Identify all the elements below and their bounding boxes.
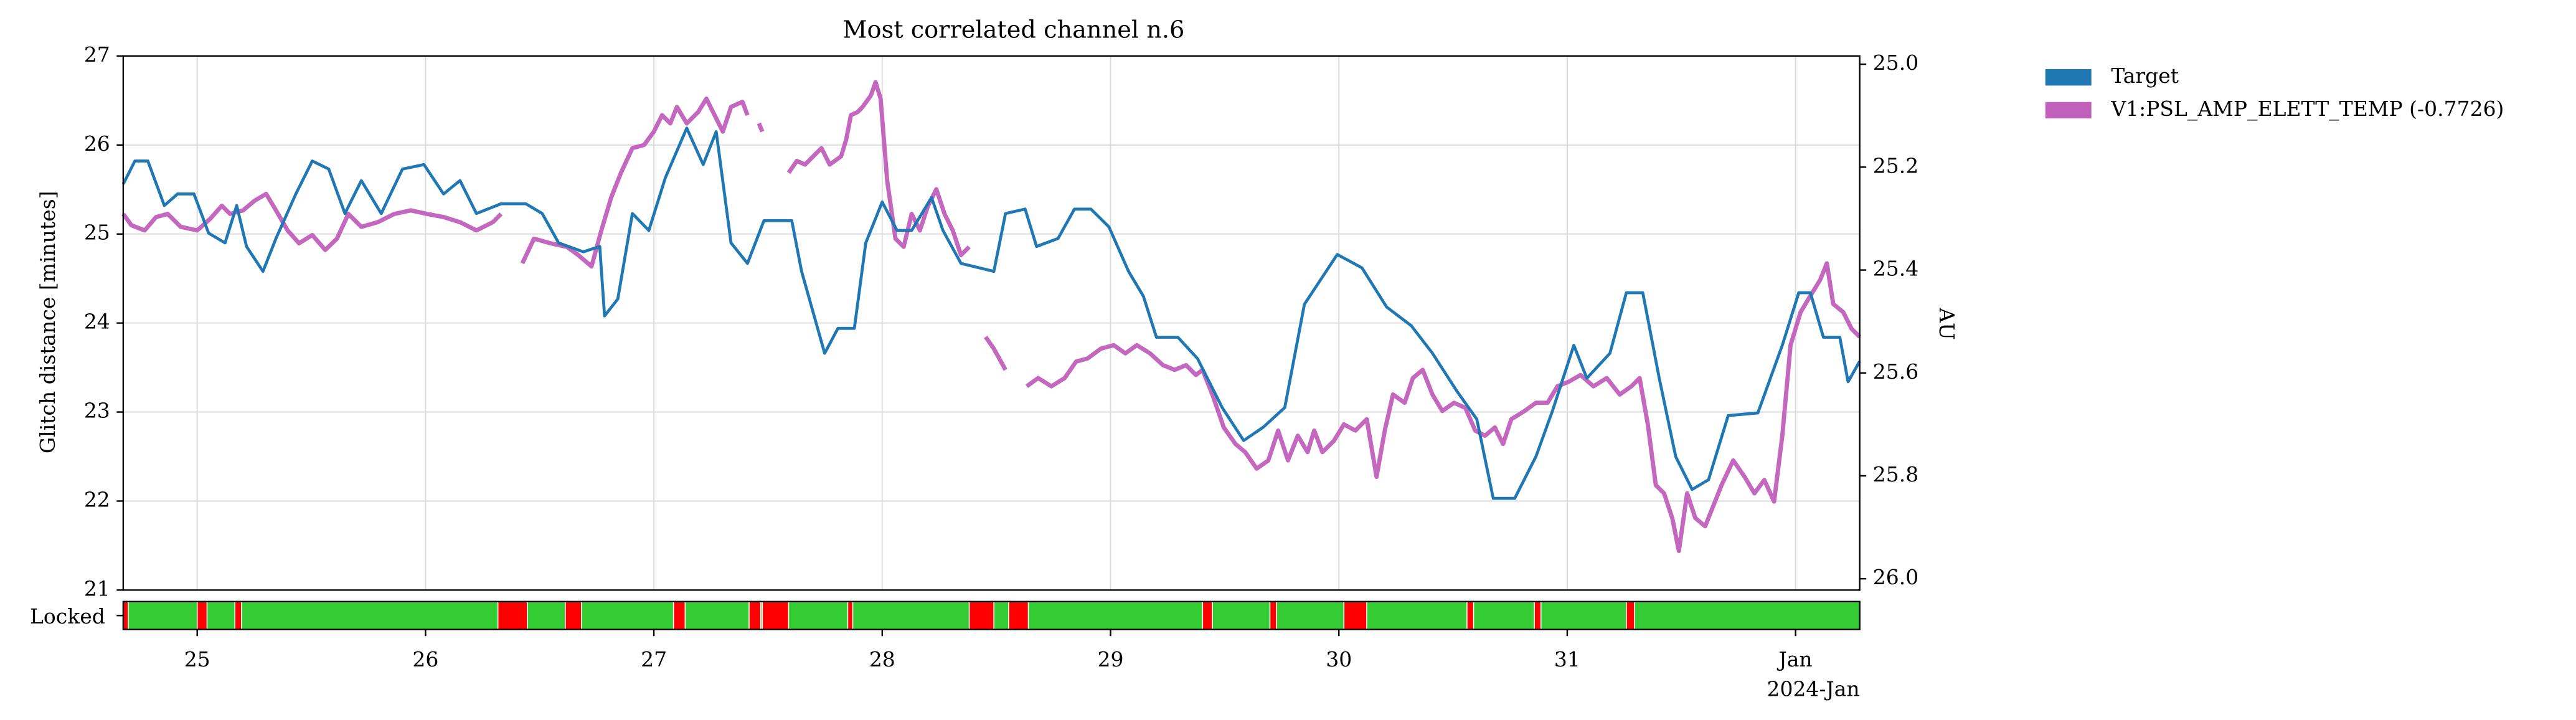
- locked-off: [748, 601, 762, 630]
- locked-off: [1466, 601, 1474, 630]
- x-tick-label: 25: [184, 647, 210, 671]
- x-tick-label: 31: [1554, 647, 1580, 671]
- y2-tick-label: 25.6: [1873, 359, 1918, 384]
- locked-off: [1343, 601, 1367, 630]
- series-line: [121, 80, 1862, 554]
- y2-tick-label: 26.0: [1873, 565, 1918, 589]
- x-offset-label: 2024-Jan: [1767, 676, 1860, 701]
- x-tick-label: 27: [641, 647, 667, 671]
- locked-off: [497, 601, 528, 630]
- y-tick-label: 22: [84, 487, 110, 511]
- locked-off: [196, 601, 208, 630]
- locked-off: [847, 601, 854, 630]
- y-tick-label: 25: [84, 220, 110, 245]
- locked-off: [1534, 601, 1542, 630]
- locked-label: Locked: [30, 604, 105, 628]
- chart-title: Most correlated channel n.6: [842, 16, 1184, 44]
- y-axis-label: Glitch distance [minutes]: [35, 191, 60, 453]
- y-tick-label: 24: [84, 310, 110, 334]
- locked-off: [968, 601, 994, 630]
- locked-off: [1202, 601, 1213, 630]
- y-tick-label: 26: [84, 131, 110, 156]
- x-tick-label: 28: [869, 647, 895, 671]
- legend-swatch: [2045, 102, 2092, 119]
- locked-off: [672, 601, 686, 630]
- x-tick-label: 26: [412, 647, 438, 671]
- y2-tick-label: 25.2: [1873, 153, 1918, 178]
- x-tick-label: 30: [1326, 647, 1352, 671]
- y-tick-label: 27: [84, 42, 110, 67]
- x-tick-label: Jan: [1777, 647, 1813, 671]
- y2-tick-label: 25.8: [1873, 462, 1918, 486]
- locked-off: [762, 601, 790, 630]
- legend-swatch: [2045, 69, 2092, 86]
- y2-axis-label: AU: [1935, 307, 1959, 340]
- legend-label: Target: [2111, 64, 2179, 88]
- x-tick-label: 29: [1098, 647, 1124, 671]
- y2-tick-label: 25.0: [1873, 50, 1918, 75]
- y-tick-label: 23: [84, 399, 110, 423]
- y-tick-label: 21: [84, 576, 110, 600]
- legend-label: V1:PSL_AMP_ELETT_TEMP (-0.7726): [2110, 97, 2504, 121]
- locked-off: [1626, 601, 1635, 630]
- y2-tick-label: 25.4: [1873, 257, 1918, 281]
- locked-off: [565, 601, 582, 630]
- plot-frame: [122, 55, 1861, 591]
- locked-off: [1269, 601, 1277, 630]
- locked-off: [123, 601, 129, 630]
- series-line: [121, 126, 1861, 500]
- locked-off: [1008, 601, 1029, 630]
- locked-off: [234, 601, 242, 630]
